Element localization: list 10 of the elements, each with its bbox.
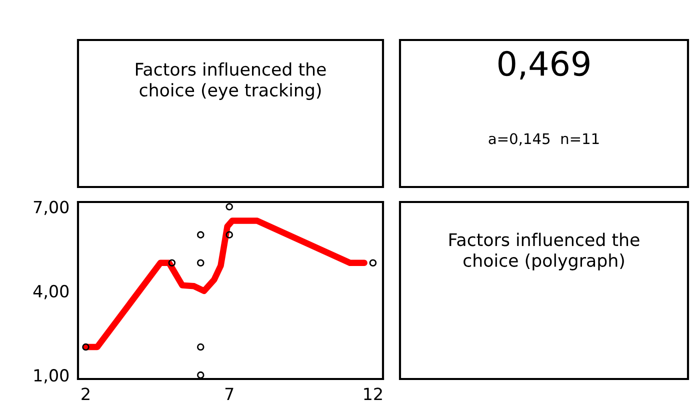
y-tick-label: 4,00 [33, 284, 69, 300]
y-tick-label: 7,00 [34, 200, 69, 216]
y-tick-label: 1,00 [34, 369, 69, 384]
x-tick-label: 7 [225, 388, 234, 400]
x-tick-label: 12 [364, 388, 382, 400]
text: a=0,145 n=11 [488, 133, 599, 146]
text: 0,469 [498, 50, 590, 80]
text: Factors influenced the choice (polygraph) [449, 232, 640, 270]
text: Factors influenced the choice (eye tracking) [136, 62, 326, 100]
x-tick-label: 2 [82, 388, 90, 400]
